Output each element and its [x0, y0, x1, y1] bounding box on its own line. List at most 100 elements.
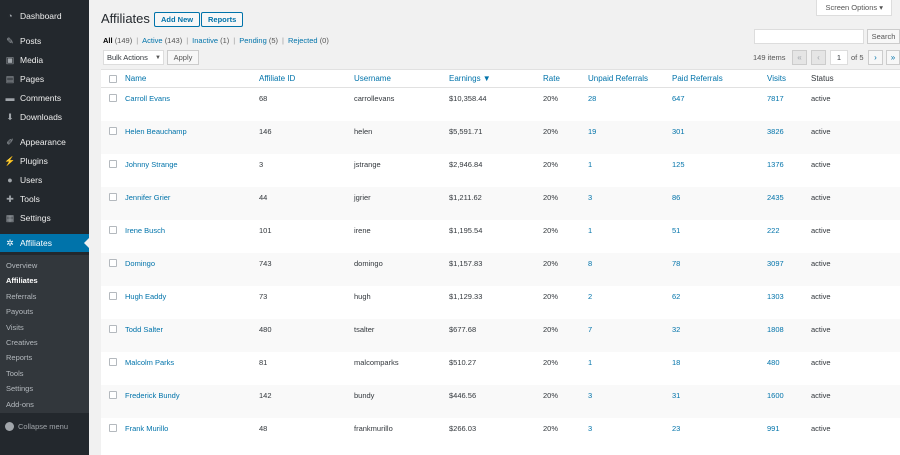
- paid-referrals-cell[interactable]: 301: [672, 127, 685, 136]
- visits-cell[interactable]: 7817: [767, 94, 784, 103]
- visits-cell[interactable]: 3097: [767, 259, 784, 268]
- reports-button[interactable]: Reports: [201, 12, 244, 27]
- filter-pending[interactable]: Pending (5): [239, 36, 278, 45]
- visits-cell[interactable]: 1808: [767, 325, 784, 334]
- sidebar-item-downloads[interactable]: ⬇ Downloads: [0, 108, 89, 126]
- submenu-item-referrals[interactable]: Referrals: [6, 291, 37, 301]
- unpaid-referrals-cell[interactable]: 19: [588, 127, 597, 136]
- visits-cell[interactable]: 1600: [767, 391, 784, 400]
- column-header-rate[interactable]: Rate: [543, 74, 560, 83]
- affiliate-name-cell[interactable]: Malcolm Parks: [125, 358, 175, 367]
- submenu-item-reports[interactable]: Reports: [6, 353, 33, 363]
- apply-button[interactable]: Apply: [167, 50, 199, 65]
- row-checkbox[interactable]: [109, 259, 117, 267]
- sidebar-item-tools[interactable]: ✚ Tools: [0, 190, 89, 208]
- sidebar-item-media[interactable]: ▣ Media: [0, 51, 89, 69]
- visits-cell[interactable]: 1303: [767, 292, 784, 301]
- column-header-username[interactable]: Username: [354, 74, 391, 83]
- bulk-actions-select[interactable]: Bulk Actions ▼: [103, 50, 164, 65]
- affiliate-name-cell[interactable]: Irene Busch: [125, 226, 166, 235]
- visits-cell[interactable]: 1376: [767, 160, 784, 169]
- filter-all[interactable]: All (149): [103, 36, 132, 45]
- row-checkbox[interactable]: [109, 127, 117, 135]
- unpaid-referrals-cell[interactable]: 7: [588, 325, 593, 334]
- paid-referrals-cell[interactable]: 18: [672, 358, 681, 367]
- row-checkbox[interactable]: [109, 292, 117, 300]
- visits-cell[interactable]: 991: [767, 424, 780, 433]
- sidebar-item-appearance[interactable]: ✐ Appearance: [0, 133, 89, 151]
- affiliate-name-cell[interactable]: Todd Salter: [125, 325, 163, 334]
- paid-referrals-cell[interactable]: 86: [672, 193, 681, 202]
- paid-referrals-cell[interactable]: 62: [672, 292, 681, 301]
- submenu-item-overview[interactable]: Overview: [6, 261, 38, 270]
- row-checkbox[interactable]: [109, 358, 117, 366]
- paid-referrals-cell[interactable]: 23: [672, 424, 681, 433]
- column-header-unpaid-referrals[interactable]: Unpaid Referrals: [588, 74, 649, 83]
- screen-options-button[interactable]: Screen Options ▾: [816, 0, 892, 16]
- row-checkbox[interactable]: [109, 391, 117, 399]
- affiliate-name-cell[interactable]: Frank Murillo: [125, 424, 169, 433]
- row-checkbox[interactable]: [109, 193, 117, 201]
- visits-cell[interactable]: 2435: [767, 193, 784, 202]
- sidebar-item-users[interactable]: ● Users: [0, 171, 89, 189]
- row-checkbox[interactable]: [109, 226, 117, 234]
- unpaid-referrals-cell[interactable]: 1: [588, 358, 593, 367]
- affiliate-name-cell[interactable]: Johnny Strange: [125, 160, 178, 169]
- sidebar-item-plugins[interactable]: ⚡ Plugins: [0, 152, 89, 170]
- filter-rejected[interactable]: Rejected (0): [288, 36, 329, 45]
- unpaid-referrals-cell[interactable]: 2: [588, 292, 593, 301]
- last-page-button[interactable]: »: [886, 50, 900, 65]
- row-checkbox[interactable]: [109, 424, 117, 432]
- filter-inactive[interactable]: Inactive (1): [192, 36, 229, 45]
- search-button[interactable]: Search: [867, 29, 900, 44]
- affiliate-name-cell[interactable]: Carroll Evans: [125, 94, 171, 103]
- column-header-affiliate-id[interactable]: Affiliate ID: [259, 74, 296, 83]
- submenu-item-creatives[interactable]: Creatives: [6, 338, 38, 347]
- column-header-visits[interactable]: Visits: [767, 74, 786, 83]
- affiliate-name-cell[interactable]: Frederick Bundy: [125, 391, 180, 400]
- submenu-item-settings[interactable]: Settings: [6, 384, 34, 394]
- unpaid-referrals-cell[interactable]: 8: [588, 259, 593, 268]
- paid-referrals-cell[interactable]: 32: [672, 325, 681, 334]
- paid-referrals-cell[interactable]: 78: [672, 259, 681, 268]
- row-checkbox[interactable]: [109, 94, 117, 102]
- affiliate-name-cell[interactable]: Helen Beauchamp: [125, 127, 187, 136]
- paid-referrals-cell[interactable]: 31: [672, 391, 681, 400]
- collapse-menu-button[interactable]: Collapse menu: [0, 418, 89, 434]
- current-page-input[interactable]: 1: [830, 50, 848, 65]
- affiliate-name-cell[interactable]: Jennifer Grier: [125, 193, 171, 202]
- affiliate-name-cell[interactable]: Hugh Eaddy: [125, 292, 167, 301]
- column-header-earnings[interactable]: Earnings ▼: [449, 74, 491, 83]
- column-header-name[interactable]: Name: [125, 74, 147, 83]
- unpaid-referrals-cell[interactable]: 3: [588, 424, 593, 433]
- submenu-item-visits[interactable]: Visits: [6, 322, 24, 332]
- unpaid-referrals-cell[interactable]: 3: [588, 391, 593, 400]
- row-checkbox[interactable]: [109, 325, 117, 333]
- row-checkbox[interactable]: [109, 160, 117, 168]
- unpaid-referrals-cell[interactable]: 3: [588, 193, 593, 202]
- first-page-button[interactable]: «: [792, 50, 807, 65]
- submenu-item-affiliates[interactable]: Affiliates: [6, 276, 38, 286]
- visits-cell[interactable]: 222: [767, 226, 780, 235]
- filter-active[interactable]: Active (143): [142, 36, 182, 45]
- unpaid-referrals-cell[interactable]: 1: [588, 226, 593, 235]
- submenu-item-add-ons[interactable]: Add-ons: [6, 399, 34, 409]
- search-input[interactable]: [754, 29, 864, 44]
- sidebar-item-posts[interactable]: ✎ Posts: [0, 32, 89, 50]
- submenu-item-tools[interactable]: Tools: [6, 368, 24, 378]
- sidebar-item-affiliates[interactable]: ✲ Affiliates: [0, 234, 89, 252]
- sidebar-item-pages[interactable]: ▤ Pages: [0, 70, 89, 88]
- submenu-item-payouts[interactable]: Payouts: [6, 307, 34, 317]
- next-page-button[interactable]: ›: [868, 50, 883, 65]
- visits-cell[interactable]: 3826: [767, 127, 784, 136]
- paid-referrals-cell[interactable]: 647: [672, 94, 685, 103]
- visits-cell[interactable]: 480: [767, 358, 780, 367]
- paid-referrals-cell[interactable]: 51: [672, 226, 681, 235]
- select-all-checkbox[interactable]: [109, 75, 117, 83]
- unpaid-referrals-cell[interactable]: 1: [588, 160, 593, 169]
- affiliate-name-cell[interactable]: Domingo: [125, 259, 156, 268]
- prev-page-button[interactable]: ‹: [811, 50, 826, 65]
- sidebar-item-dashboard[interactable]: ◔ Dashboard: [0, 7, 89, 25]
- sidebar-item-comments[interactable]: ▬ Comments: [0, 89, 89, 107]
- sidebar-item-settings[interactable]: ▦ Settings: [0, 209, 89, 227]
